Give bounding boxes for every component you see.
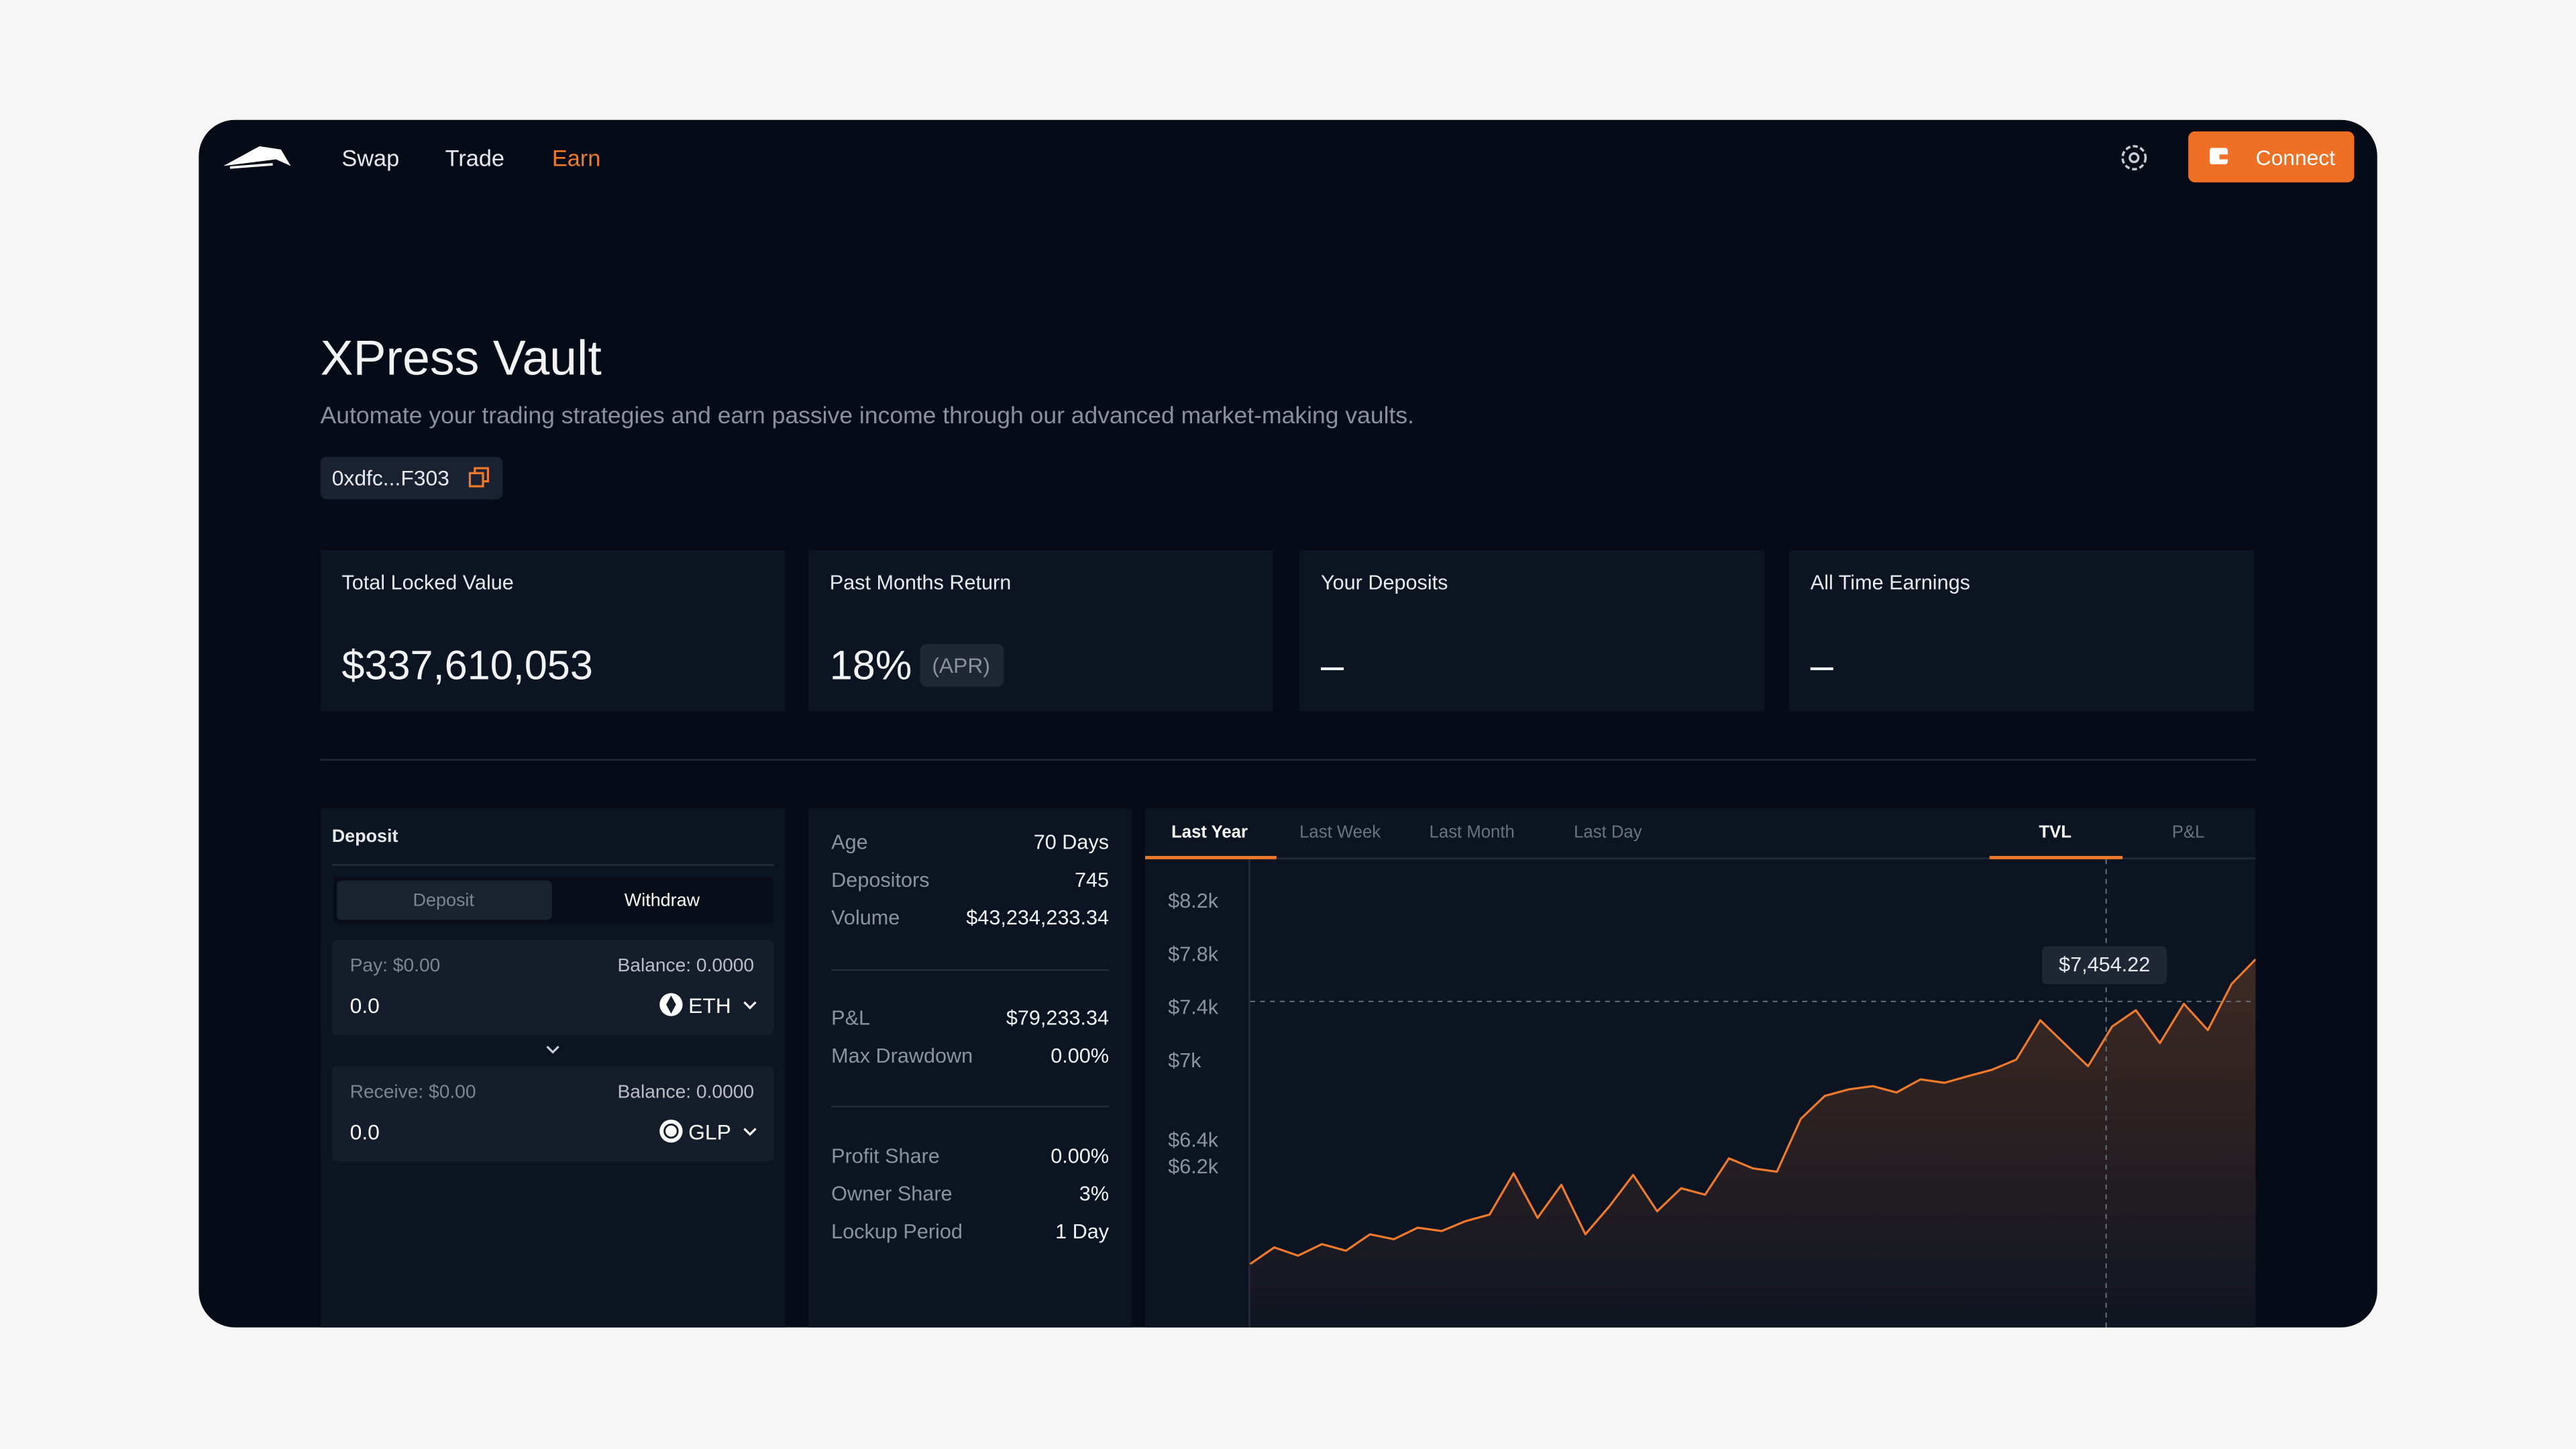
pay-label: Pay: $0.00 — [350, 956, 441, 977]
stat-value: – — [1810, 643, 1833, 690]
nav-link[interactable]: Swap — [341, 144, 400, 171]
stat-card — [1788, 550, 2255, 712]
eth-icon — [659, 993, 683, 1016]
stat-value: – — [1320, 643, 1344, 690]
info-value: $43,234,233.34 — [966, 906, 1110, 930]
stat-card — [1299, 550, 1765, 712]
stat-value: $337,610,053 — [341, 643, 593, 690]
info-label: Volume — [831, 906, 900, 930]
nav-link[interactable]: Earn — [551, 144, 601, 171]
connect-label[interactable]: Connect — [2255, 145, 2336, 170]
info-value: 0.00% — [1051, 1044, 1110, 1068]
y-tick-label: $7k — [1168, 1049, 1201, 1072]
active-metric-underline — [1989, 855, 2123, 859]
info-value: 745 — [1074, 868, 1110, 892]
pay-box[interactable] — [331, 939, 774, 1035]
y-tick-label: $8.2k — [1168, 890, 1219, 912]
copy-icon[interactable] — [468, 467, 491, 490]
receive-token[interactable]: GLP — [688, 1119, 731, 1144]
stat-card — [320, 550, 786, 712]
tooltip-box — [2042, 946, 2167, 984]
info-value: 1 Day — [1055, 1220, 1110, 1244]
pay-token[interactable]: ETH — [688, 993, 731, 1018]
range-tab[interactable]: Last Week — [1299, 822, 1381, 841]
y-tick-label: $7.4k — [1168, 996, 1219, 1019]
page-subtitle: Automate your trading strategies and ear… — [320, 403, 1414, 431]
deposit-title: Deposit — [331, 827, 398, 847]
receive-amount[interactable]: 0.0 — [350, 1119, 380, 1144]
stat-note: (APR) — [932, 653, 990, 678]
info-value: $79,233.34 — [1006, 1006, 1110, 1030]
range-tab[interactable]: Last Year — [1171, 822, 1248, 841]
receive-label: Receive: $0.00 — [350, 1083, 476, 1103]
stat-card — [808, 550, 1273, 712]
y-tick-label: $6.4k — [1168, 1129, 1219, 1152]
pay-amount[interactable]: 0.0 — [350, 993, 380, 1018]
glp-icon — [659, 1119, 683, 1143]
range-tab[interactable]: Last Month — [1430, 822, 1515, 841]
divider — [831, 1106, 1110, 1108]
settings-icon[interactable] — [2118, 142, 2151, 174]
line — [1249, 958, 2256, 1265]
info-panel — [808, 808, 1132, 1328]
pay-balance: Balance: 0.0000 — [617, 956, 755, 977]
tooltip-label: $7,454.22 — [2059, 953, 2150, 976]
stat-label: All Time Earnings — [1810, 571, 1970, 594]
receive-box[interactable] — [331, 1066, 774, 1162]
stat-label: Total Locked Value — [341, 571, 514, 594]
info-label: Depositors — [831, 868, 930, 892]
divider — [320, 759, 2256, 761]
range-tab[interactable]: Last Day — [1574, 822, 1642, 841]
metric-tab[interactable]: P&L — [2172, 822, 2205, 841]
chevron[interactable] — [743, 998, 757, 1012]
receive-balance: Balance: 0.0000 — [617, 1083, 755, 1103]
swap-chevron[interactable] — [545, 1042, 560, 1057]
area — [1250, 959, 2256, 1328]
divider — [331, 864, 774, 866]
stat-label: Past Months Return — [829, 571, 1012, 594]
chart: Last Year Last Week Last Month Last Day TVL P… — [1144, 822, 2256, 1328]
tab-inactive[interactable] — [337, 880, 552, 920]
metric-tab[interactable]: TVL — [2039, 822, 2072, 841]
page-title: XPress Vault — [320, 331, 602, 386]
info-label: Profit Share — [831, 1144, 940, 1168]
address-chip[interactable] — [320, 456, 503, 500]
y-tick-label: $6.2k — [1168, 1155, 1219, 1178]
info-label: Owner Share — [831, 1182, 953, 1205]
info-value: 70 Days — [1033, 830, 1110, 854]
info-value: 0.00% — [1051, 1144, 1110, 1168]
nav-link[interactable]: Trade — [445, 144, 504, 171]
address: 0xdfc...F303 — [331, 466, 449, 491]
wallet-icon — [2209, 148, 2228, 164]
info-value: 3% — [1079, 1182, 1110, 1205]
logo[interactable] — [219, 138, 298, 178]
y-tick-label: $7.8k — [1168, 943, 1219, 965]
info-label: Lockup Period — [831, 1220, 963, 1244]
info-label: P&L — [831, 1006, 871, 1030]
tab-label[interactable]: Deposit — [413, 891, 474, 911]
info-label: Age — [831, 830, 868, 854]
info-label: Max Drawdown — [831, 1044, 973, 1068]
active-tab-underline — [1144, 855, 1277, 859]
tab-label[interactable]: Withdraw — [624, 891, 700, 911]
divider — [831, 969, 1110, 971]
stat-label: Your Deposits — [1320, 571, 1448, 594]
chevron[interactable] — [743, 1124, 757, 1138]
stat-note-chip — [920, 644, 1004, 687]
stat-value: 18% — [829, 643, 912, 690]
